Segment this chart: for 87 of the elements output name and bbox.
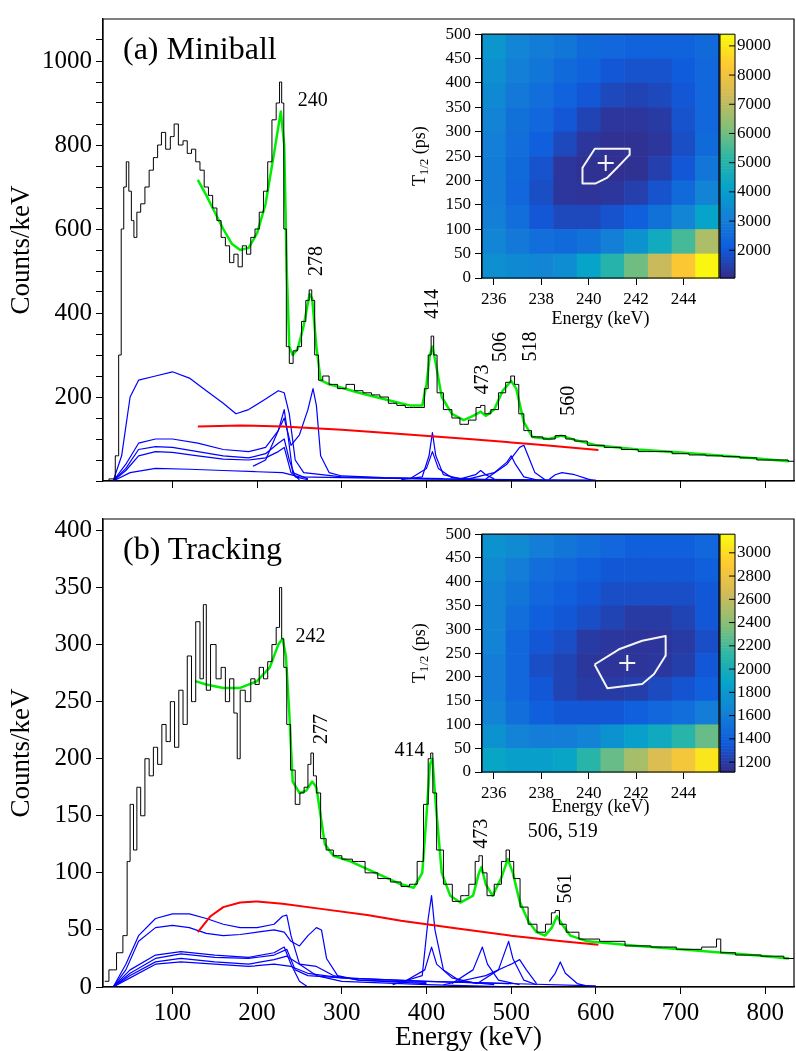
y-tick-label: 350 <box>445 595 471 615</box>
x-axis-title: Energy (keV) <box>551 308 650 329</box>
y-tick-label: 1000 <box>42 45 92 73</box>
y-tick-label: 150 <box>445 194 471 214</box>
color-bar-label: 8000 <box>737 64 771 84</box>
annotation: 240 <box>297 88 328 111</box>
y-tick-label: 50 <box>454 737 471 757</box>
annotation: 277 <box>309 714 332 744</box>
color-bar-label: 5000 <box>737 152 771 172</box>
x-tick-label: 600 <box>577 997 615 1025</box>
x-tick-label: 238 <box>528 288 554 308</box>
color-bar-label: 2800 <box>737 565 771 585</box>
y-tick-label: 100 <box>54 857 92 885</box>
x-tick-label: 240 <box>575 782 602 802</box>
y-tick-label: 500 <box>445 523 471 543</box>
y-tick-label: 200 <box>445 169 471 189</box>
y-axis-title: Counts/keV <box>5 688 36 818</box>
x-tick-label: 244 <box>670 288 697 308</box>
y-tick-label: 200 <box>54 743 92 771</box>
annotation: 473 <box>469 364 492 395</box>
annotation: 560 <box>556 385 579 416</box>
color-bar-label: 3000 <box>737 210 771 230</box>
y-tick-label: 600 <box>54 213 92 241</box>
y-tick-label: 800 <box>54 129 92 157</box>
color-bar-label: 1600 <box>737 705 771 725</box>
y-tick-label: 350 <box>445 96 471 116</box>
y-tick-label: 250 <box>445 642 471 662</box>
x-tick-label: 244 <box>670 782 697 802</box>
y-axis-title: T1/2 (ps) <box>408 126 431 186</box>
y-tick-label: 500 <box>445 23 471 43</box>
color-bar-label: 2000 <box>737 658 771 678</box>
y-tick-label: 100 <box>445 713 471 733</box>
color-bar-label: 1800 <box>737 681 771 701</box>
y-tick-label: 400 <box>445 72 471 92</box>
y-tick-label: 50 <box>67 914 92 942</box>
annotation: 518 <box>518 331 541 362</box>
y-tick-label: 200 <box>445 666 471 686</box>
y-tick-label: 50 <box>454 243 471 263</box>
y-tick-label: 300 <box>445 121 471 141</box>
annotation: 278 <box>303 245 326 276</box>
y-tick-label: 400 <box>445 571 471 591</box>
annotation: 242 <box>295 624 326 647</box>
y-tick-label: 0 <box>462 267 471 287</box>
annotation: 414 <box>419 289 442 320</box>
color-bar-label: 9000 <box>737 35 771 55</box>
y-tick-label: 400 <box>54 514 92 542</box>
annotation: 473 <box>468 818 491 849</box>
y-tick-label: 200 <box>54 381 92 409</box>
x-tick-label: 242 <box>623 288 649 308</box>
annotation: 506, 519 <box>527 819 598 842</box>
annotation: 561 <box>553 873 576 904</box>
color-bar-label: 1200 <box>737 751 771 771</box>
color-bar-label: 4000 <box>737 181 771 201</box>
y-tick-label: 300 <box>445 618 471 638</box>
y-axis-title: Counts/keV <box>5 185 36 315</box>
x-tick-label: 240 <box>575 288 602 308</box>
color-bar-label: 2200 <box>737 635 771 655</box>
x-tick-label: 200 <box>238 997 276 1025</box>
chart-title: (a) Miniball <box>123 30 277 66</box>
x-tick-label: 300 <box>323 997 361 1025</box>
y-axis-title: T1/2 (ps) <box>408 623 431 683</box>
color-bar-label: 6000 <box>737 122 771 142</box>
color-bar-label: 2400 <box>737 612 771 632</box>
y-tick-label: 150 <box>54 800 92 828</box>
annotation: 414 <box>394 738 425 761</box>
color-bar-label: 2600 <box>737 588 771 608</box>
y-tick-label: 0 <box>79 971 92 999</box>
chart-title: (b) Tracking <box>123 530 283 566</box>
x-tick-label: 236 <box>481 288 507 308</box>
color-bar-label: 3000 <box>737 542 771 562</box>
annotation: 506 <box>488 332 511 362</box>
y-tick-label: 350 <box>54 572 92 600</box>
y-tick-label: 250 <box>54 686 92 714</box>
x-tick-label: 100 <box>153 997 192 1025</box>
x-tick-label: 800 <box>746 997 784 1025</box>
x-tick-label: 700 <box>661 997 700 1025</box>
y-tick-label: 100 <box>445 218 471 238</box>
y-tick-label: 450 <box>445 547 471 567</box>
y-tick-label: 250 <box>445 145 471 165</box>
y-tick-label: 0 <box>462 761 471 781</box>
y-tick-label: 150 <box>445 690 471 710</box>
color-bar-label: 7000 <box>737 93 771 113</box>
x-tick-label: 236 <box>481 782 507 802</box>
color-bar-label: 1400 <box>737 728 771 748</box>
y-tick-label: 450 <box>445 48 471 68</box>
color-bar-label: 2000 <box>737 239 771 259</box>
y-tick-label: 300 <box>54 629 92 657</box>
